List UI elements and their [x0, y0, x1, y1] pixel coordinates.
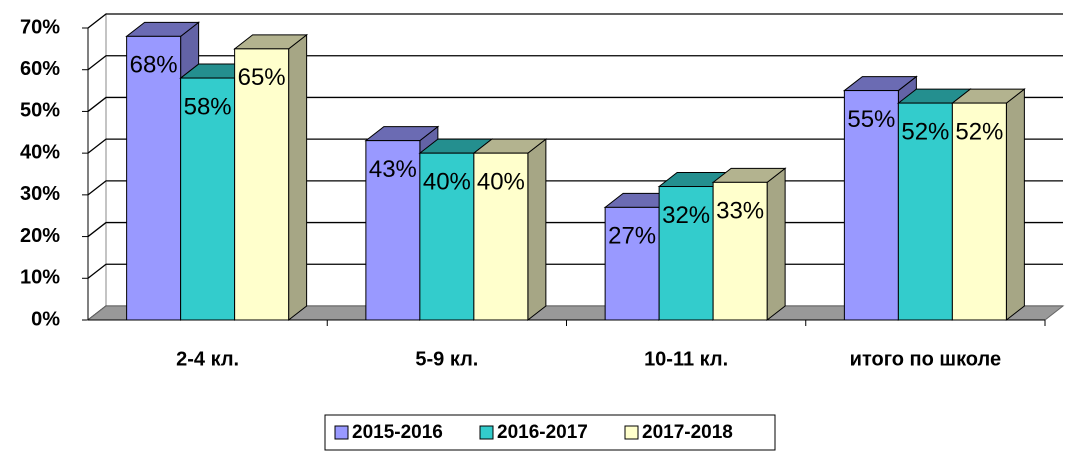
legend-swatch [624, 425, 639, 440]
bar [473, 152, 529, 321]
y-tick-label: 70% [20, 16, 60, 38]
bar [180, 77, 236, 321]
value-label: 27% [608, 223, 656, 250]
y-tick-label: 30% [20, 183, 60, 205]
value-label: 52% [901, 118, 949, 145]
bar [712, 181, 768, 321]
grid-line [87, 13, 1063, 29]
bar [843, 90, 899, 321]
x-tick-label: 2-4 кл. [176, 348, 239, 370]
x-tick-label: 10-11 кл. [644, 348, 728, 370]
grid-line [87, 55, 1063, 71]
y-tick-label: 50% [20, 100, 60, 122]
bar-side [1005, 88, 1025, 322]
x-tick-label: итого по школе [850, 348, 1001, 370]
y-tick-label: 0% [31, 308, 60, 330]
bar-side [288, 33, 308, 322]
legend-label: 2016-2017 [497, 422, 588, 443]
value-label: 43% [369, 156, 417, 183]
bar-side [527, 138, 547, 322]
y-tick-label: 10% [20, 267, 60, 289]
value-label: 33% [716, 198, 764, 225]
legend-label: 2015-2016 [352, 422, 443, 443]
value-label: 40% [477, 168, 525, 195]
value-label: 68% [130, 52, 178, 79]
y-tick-label: 60% [20, 58, 60, 80]
legend-box [324, 414, 776, 451]
legend-label: 2017-2018 [642, 422, 733, 443]
back-wall [106, 14, 1063, 306]
value-label: 32% [662, 202, 710, 229]
value-label: 40% [423, 168, 471, 195]
value-label: 52% [955, 118, 1003, 145]
legend-swatch [479, 425, 494, 440]
bar [365, 140, 421, 321]
x-tick-label: 5-9 кл. [415, 348, 478, 370]
y-tick-label: 20% [20, 225, 60, 247]
side-wall [87, 12, 107, 322]
bar [419, 152, 475, 321]
grid-line [87, 96, 1063, 112]
value-label: 58% [184, 93, 232, 120]
grid-line [87, 138, 1063, 154]
bar [604, 206, 660, 321]
legend-swatch [334, 425, 349, 440]
bar [658, 186, 714, 321]
bar [234, 48, 290, 321]
bar-side [766, 167, 786, 322]
bar [951, 102, 1007, 321]
y-tick-label: 40% [20, 141, 60, 163]
value-label: 65% [238, 64, 286, 91]
bar [126, 35, 182, 321]
value-label: 55% [847, 106, 895, 133]
